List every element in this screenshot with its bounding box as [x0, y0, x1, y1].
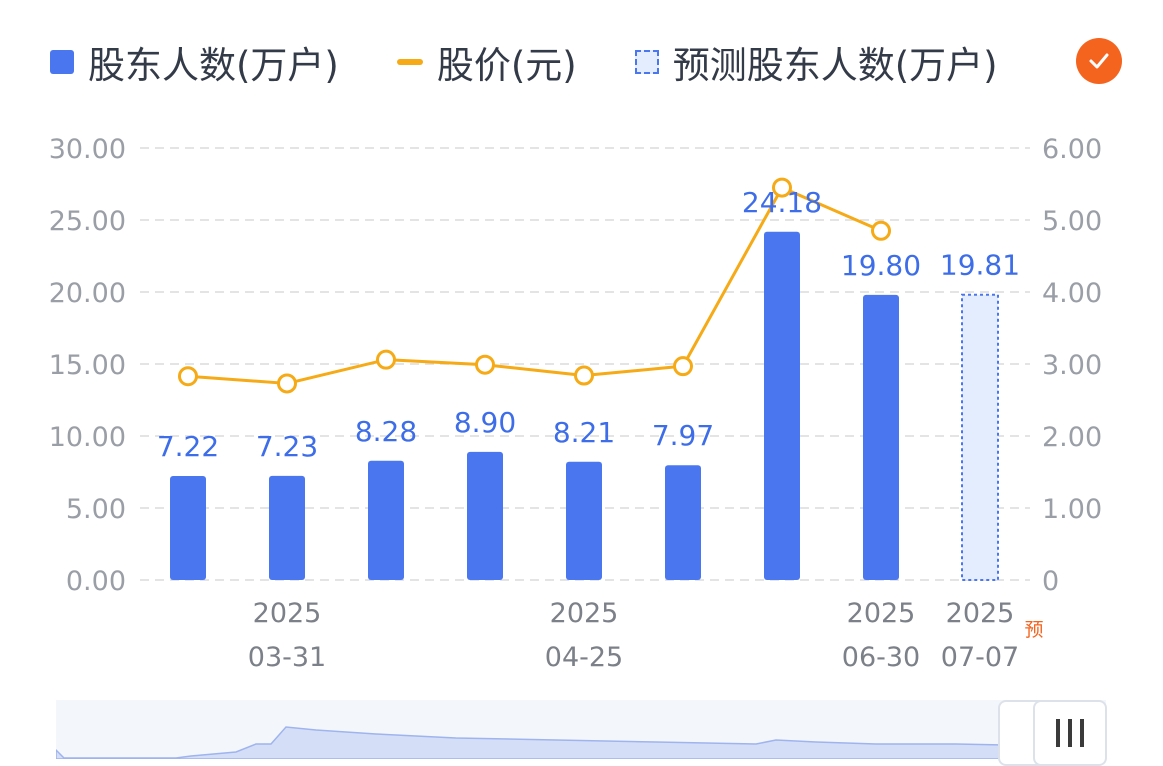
- x-tick-year: 2025: [946, 598, 1015, 629]
- price-point: [277, 373, 297, 394]
- holders-bar: [170, 476, 206, 580]
- holders-bar: [764, 231, 800, 581]
- y-right-tick-label: 4.00: [1042, 278, 1102, 309]
- legend-item-forecast[interactable]: 预测股东人数(万户): [634, 35, 998, 89]
- y-left-tick-label: 10.00: [49, 422, 126, 453]
- legend-label-holders: 股东人数(万户): [88, 44, 339, 87]
- legend-forecast-swatch: [634, 50, 659, 74]
- x-tick-date: 06-30: [842, 642, 920, 670]
- range-navigator[interactable]: [55, 700, 1107, 760]
- y-right-tick-label: 6.00: [1042, 134, 1102, 165]
- chart-legend: 股东人数(万户) 股价(元) 预测股东人数(万户): [50, 35, 1056, 89]
- check-icon: [1089, 53, 1109, 69]
- y-right-tick-label: 3.00: [1042, 350, 1102, 381]
- price-point: [673, 356, 693, 377]
- legend-item-price[interactable]: 股价(元): [396, 35, 577, 89]
- price-point: [475, 354, 495, 375]
- x-tick-year: 2025: [253, 598, 322, 629]
- holders-price-chart: 0.00 0 5.00 1.00 10.00 2.00 15.00 3.00 20.00 4.00…: [49, 134, 1102, 670]
- holders-bar: [566, 461, 602, 580]
- holders-bar: [269, 475, 305, 580]
- bar-value-label: 7.22: [157, 430, 219, 463]
- holders-bar: [665, 465, 701, 580]
- y-left-tick-label: 30.00: [49, 134, 126, 165]
- price-point: [574, 365, 594, 386]
- x-tick-date: 07-07: [941, 642, 1019, 670]
- bar-value-label: 8.90: [454, 406, 516, 439]
- legend-line-swatch: [396, 59, 423, 65]
- y-right-tick-label: 5.00: [1042, 206, 1102, 237]
- forecast-marker: 预: [1024, 619, 1043, 641]
- y-left-tick-label: 15.00: [49, 350, 126, 381]
- legend-bar-swatch: [50, 50, 74, 74]
- forecast-value-label: 19.81: [940, 249, 1020, 282]
- navigator-handle-right[interactable]: [1033, 700, 1107, 766]
- bar-value-label: 8.21: [553, 416, 615, 449]
- bar-value-label: 7.23: [256, 430, 318, 463]
- bar-value-label: 19.80: [841, 249, 921, 282]
- price-point: [376, 349, 396, 370]
- holders-bar: [368, 460, 404, 580]
- bar-value-label: 7.97: [652, 419, 714, 452]
- y-right-tick-label: 1.00: [1042, 494, 1102, 525]
- y-left-tick-label: 5.00: [66, 494, 126, 525]
- legend-label-price: 股价(元): [436, 44, 577, 87]
- x-tick-date: 04-25: [545, 642, 623, 670]
- price-point: [871, 220, 891, 241]
- x-tick-year: 2025: [550, 598, 619, 629]
- y-right-tick-label: 0: [1042, 566, 1059, 597]
- price-point: [772, 177, 792, 198]
- drag-handle-icon: [1056, 719, 1084, 747]
- bar-value-label: 8.28: [355, 415, 417, 448]
- price-point: [178, 366, 198, 387]
- y-left-tick-label: 25.00: [49, 206, 126, 237]
- navigator-mini-chart: [55, 726, 1107, 760]
- price-line: [187, 186, 882, 385]
- y-right-tick-label: 2.00: [1042, 422, 1102, 453]
- y-left-tick-label: 20.00: [49, 278, 126, 309]
- y-left-tick-label: 0.00: [66, 566, 126, 597]
- forecast-toggle-button[interactable]: [1076, 38, 1122, 84]
- holders-bar: [467, 451, 503, 580]
- holders-bar: [863, 294, 899, 580]
- x-tick-date: 03-31: [248, 642, 326, 670]
- x-tick-year: 2025: [847, 598, 916, 629]
- legend-label-forecast: 预测股东人数(万户): [672, 44, 998, 87]
- legend-item-holders[interactable]: 股东人数(万户): [50, 35, 339, 89]
- forecast-bar: [961, 293, 999, 581]
